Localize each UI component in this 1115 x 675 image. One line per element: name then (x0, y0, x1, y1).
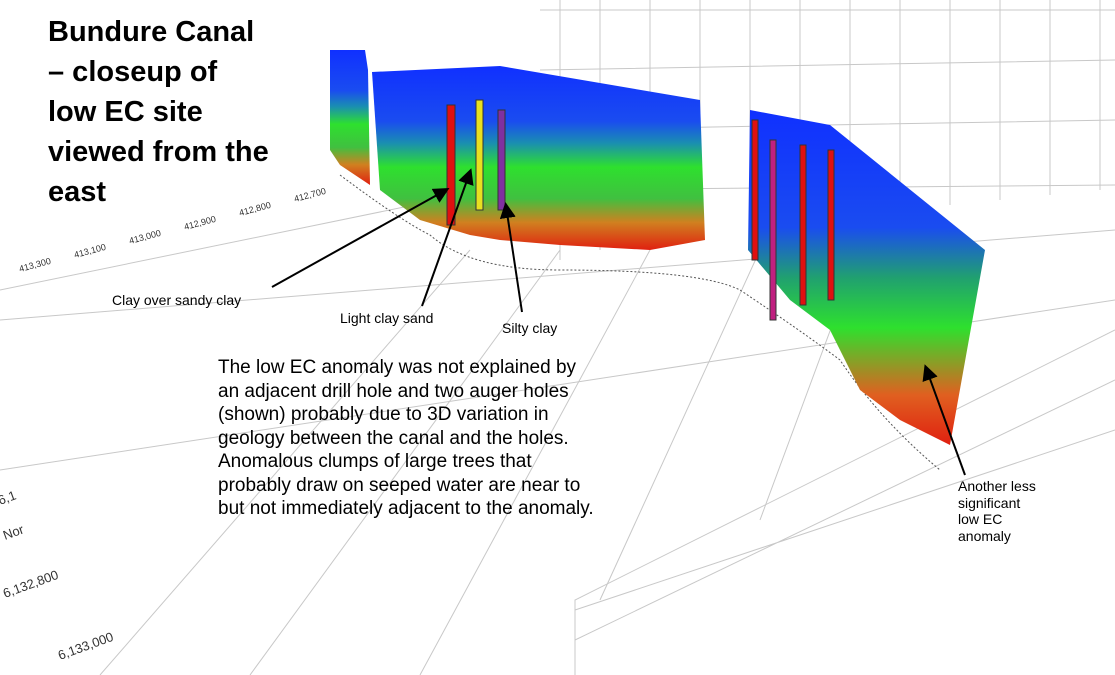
callout: Another less significant low EC anomaly (958, 478, 1036, 544)
ec-curtain-main (372, 66, 705, 250)
drape-lines (339, 174, 941, 471)
drill-holes (446, 99, 835, 321)
axis-label: Nor (1, 521, 26, 542)
callout: Silty clay (502, 320, 558, 336)
slide-title: Bundure Canal – closeup of low EC site view… (48, 12, 269, 212)
title-line: low EC site (48, 96, 203, 128)
axis-label: 413,100 (73, 242, 107, 260)
axis-label: 412,700 (293, 186, 327, 204)
title-line: – closeup of (48, 56, 218, 88)
title-line: Bundure Canal (48, 16, 255, 48)
axis-label: 6,1 (0, 488, 18, 508)
callout: Light clay sand (340, 310, 434, 326)
title-line: east (48, 176, 107, 208)
callout: Clay over sandy clay (112, 292, 242, 308)
axis-label: 413,300 (18, 256, 52, 274)
ec-curtain-right (748, 110, 985, 445)
description: The low EC anomaly was not explained by … (218, 357, 594, 519)
annotation-arrows (271, 168, 966, 476)
title-line: viewed from the (48, 136, 269, 168)
axis-label: 412,900 (183, 214, 217, 232)
ec-curtain-left (330, 50, 370, 185)
axis-label: 6,133,000 (56, 629, 115, 663)
axis-label: 413,000 (128, 228, 162, 246)
axis-label: 6,132,800 (1, 567, 60, 601)
